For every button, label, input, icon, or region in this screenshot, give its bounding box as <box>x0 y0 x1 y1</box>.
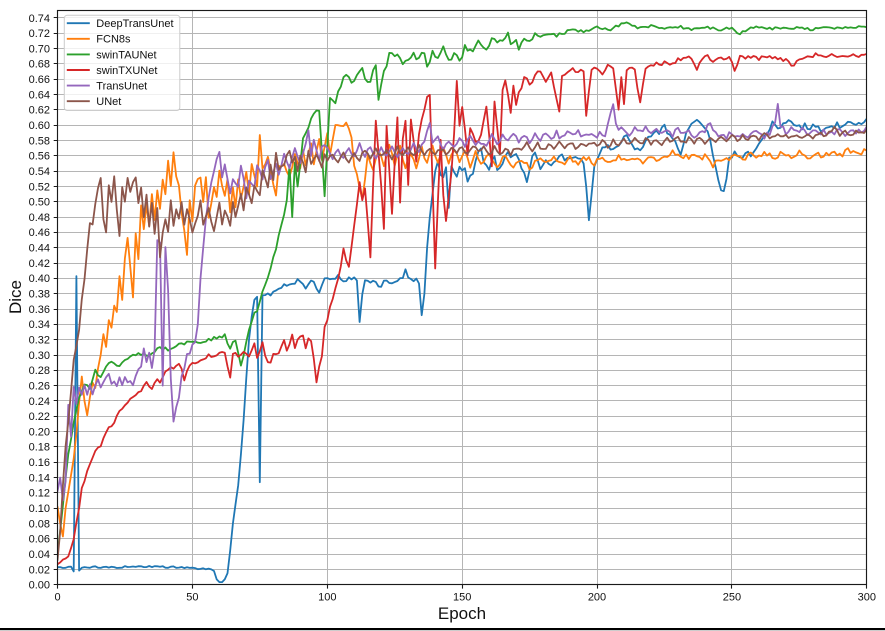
svg-text:0: 0 <box>54 591 60 603</box>
svg-text:0.62: 0.62 <box>29 105 50 117</box>
svg-text:0.60: 0.60 <box>29 120 50 132</box>
svg-text:250: 250 <box>723 591 741 603</box>
svg-text:100: 100 <box>318 591 336 603</box>
svg-text:0.00: 0.00 <box>29 580 50 592</box>
svg-text:0.66: 0.66 <box>29 74 50 86</box>
svg-text:0.06: 0.06 <box>29 534 50 546</box>
svg-text:0.74: 0.74 <box>29 13 50 25</box>
svg-text:0.14: 0.14 <box>29 472 50 484</box>
svg-text:0.04: 0.04 <box>29 549 50 561</box>
svg-text:0.72: 0.72 <box>29 28 50 40</box>
svg-text:0.20: 0.20 <box>29 426 50 438</box>
svg-text:0.16: 0.16 <box>29 457 50 469</box>
svg-text:150: 150 <box>453 591 471 603</box>
svg-text:0.34: 0.34 <box>29 319 50 331</box>
svg-text:0.22: 0.22 <box>29 411 50 423</box>
svg-text:0.48: 0.48 <box>29 212 50 224</box>
svg-text:0.26: 0.26 <box>29 380 50 392</box>
svg-text:0.68: 0.68 <box>29 59 50 71</box>
svg-text:0.54: 0.54 <box>29 166 50 178</box>
svg-text:0.10: 0.10 <box>29 503 50 515</box>
svg-text:0.58: 0.58 <box>29 135 50 147</box>
svg-text:Dice: Dice <box>6 280 25 314</box>
svg-text:0.44: 0.44 <box>29 243 50 255</box>
svg-text:FCN8s: FCN8s <box>96 34 131 46</box>
svg-text:0.64: 0.64 <box>29 89 50 101</box>
svg-text:swinTAUNet: swinTAUNet <box>96 49 156 61</box>
svg-text:0.24: 0.24 <box>29 396 50 408</box>
svg-text:0.42: 0.42 <box>29 258 50 270</box>
svg-text:DeepTransUnet: DeepTransUnet <box>96 18 173 30</box>
svg-text:0.12: 0.12 <box>29 488 50 500</box>
svg-text:200: 200 <box>588 591 606 603</box>
svg-text:0.50: 0.50 <box>29 197 50 209</box>
svg-text:0.56: 0.56 <box>29 151 50 163</box>
svg-text:TransUnet: TransUnet <box>96 81 147 93</box>
svg-text:0.70: 0.70 <box>29 43 50 55</box>
svg-text:0.28: 0.28 <box>29 365 50 377</box>
svg-text:0.38: 0.38 <box>29 289 50 301</box>
svg-text:0.46: 0.46 <box>29 227 50 239</box>
svg-text:300: 300 <box>858 591 876 603</box>
svg-text:Epoch: Epoch <box>438 604 486 623</box>
svg-text:0.52: 0.52 <box>29 181 50 193</box>
svg-text:swinTXUNet: swinTXUNet <box>96 65 157 77</box>
svg-text:0.02: 0.02 <box>29 564 50 576</box>
svg-text:0.36: 0.36 <box>29 304 50 316</box>
svg-text:0.32: 0.32 <box>29 335 50 347</box>
svg-text:UNet: UNet <box>96 96 121 108</box>
svg-text:0.18: 0.18 <box>29 442 50 454</box>
svg-text:0.40: 0.40 <box>29 273 50 285</box>
svg-text:0.08: 0.08 <box>29 518 50 530</box>
svg-text:0.30: 0.30 <box>29 350 50 362</box>
svg-text:50: 50 <box>186 591 198 603</box>
